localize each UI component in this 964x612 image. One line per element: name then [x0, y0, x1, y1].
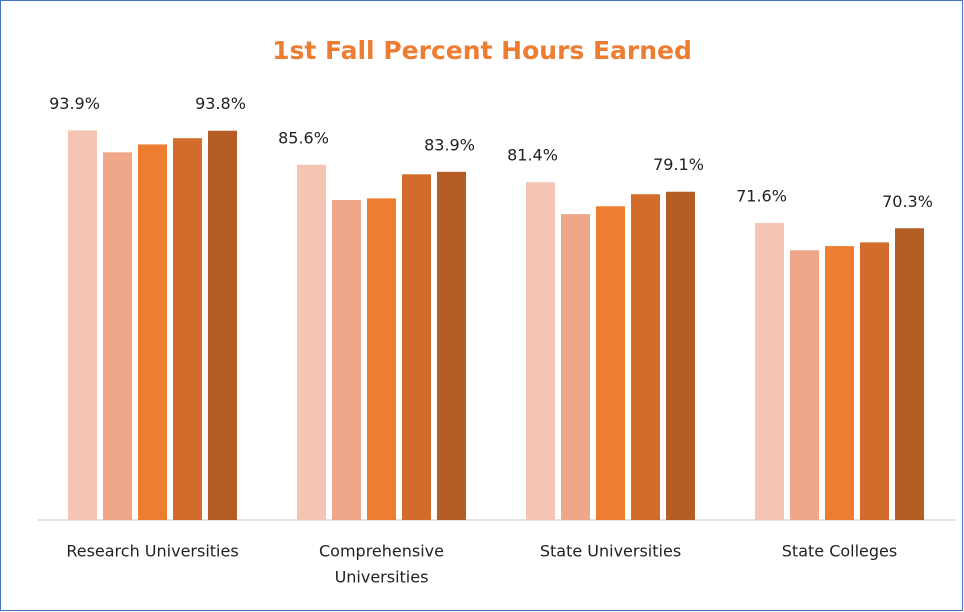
bar	[68, 130, 97, 520]
bar	[103, 152, 132, 520]
x-tick-label: State Colleges	[782, 542, 897, 561]
bar	[332, 200, 361, 520]
bar	[402, 174, 431, 520]
data-label: 93.8%	[195, 94, 246, 113]
data-label: 85.6%	[278, 128, 329, 147]
bar	[138, 144, 167, 521]
bar	[666, 191, 695, 521]
x-tick-label: State Universities	[540, 542, 681, 561]
data-label: 93.9%	[49, 94, 100, 113]
bar	[790, 250, 819, 520]
bar	[208, 130, 237, 521]
x-tick-label: Comprehensive	[319, 542, 444, 561]
data-label: 71.6%	[736, 186, 787, 205]
x-tick-label: Universities	[335, 568, 429, 587]
bar	[860, 242, 889, 521]
data-label: 81.4%	[507, 146, 558, 165]
bar	[825, 246, 854, 520]
bar	[173, 138, 202, 520]
bar	[895, 228, 924, 520]
x-tick-label: Research Universities	[66, 542, 238, 561]
bar	[297, 164, 326, 520]
bar	[367, 198, 396, 520]
bar	[596, 206, 625, 520]
data-label: 70.3%	[882, 192, 933, 211]
bar	[755, 222, 784, 521]
bar	[437, 171, 466, 520]
data-label: 83.9%	[424, 135, 475, 154]
chart-title: 1st Fall Percent Hours Earned	[272, 36, 692, 65]
bar	[526, 182, 555, 520]
bar	[561, 214, 590, 520]
bar	[631, 194, 660, 520]
data-label: 79.1%	[653, 155, 704, 174]
